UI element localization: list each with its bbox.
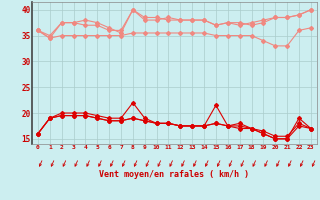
- X-axis label: Vent moyen/en rafales ( km/h ): Vent moyen/en rafales ( km/h ): [100, 170, 249, 179]
